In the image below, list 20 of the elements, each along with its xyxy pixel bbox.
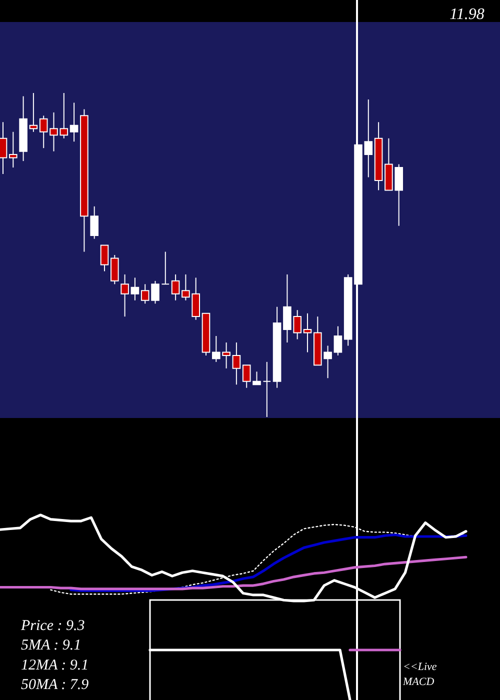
text: <<Live MACD — [402, 661, 437, 688]
candlestick — [100, 244, 109, 272]
text: 12MA : 9.1 — [21, 657, 89, 674]
candlestick — [303, 312, 312, 353]
candlestick — [232, 342, 241, 386]
candlestick — [262, 361, 272, 418]
candlestick — [29, 92, 38, 132]
candlestick — [171, 274, 180, 301]
candlestick — [130, 277, 140, 301]
text: 11.98 — [450, 6, 484, 23]
candlestick — [8, 131, 18, 168]
candlestick — [161, 251, 170, 285]
text: 5MA : 9.1 — [21, 638, 82, 654]
text: Price : 9.3 — [20, 618, 85, 634]
candlestick — [0, 122, 8, 174]
candlestick — [110, 254, 119, 285]
candlestick — [334, 326, 342, 356]
candlestick — [70, 102, 78, 142]
text: 50MA : 7.9 — [21, 677, 90, 694]
candlestick — [120, 274, 129, 318]
